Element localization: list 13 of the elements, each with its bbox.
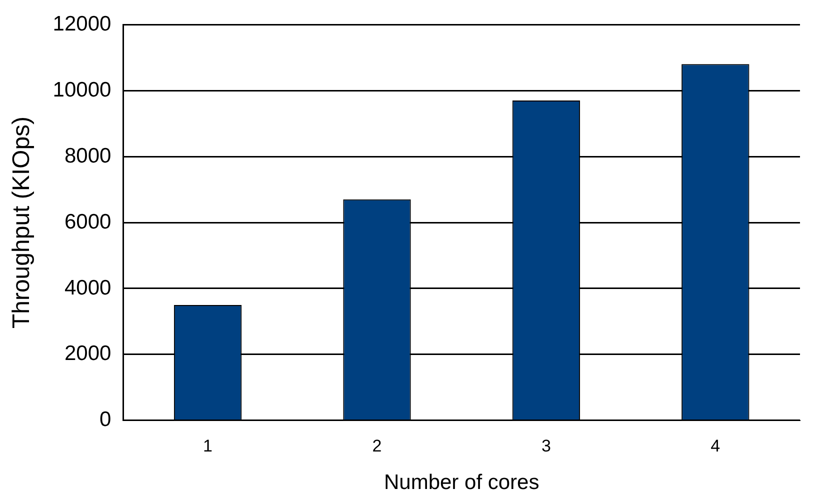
x-axis-title: Number of cores [384,471,540,494]
y-tick-label: 8000 [64,144,112,168]
y-tick-label: 2000 [64,342,112,366]
y-tick-label: 0 [100,408,112,432]
y-tick-label: 6000 [64,210,112,234]
y-axis-title: Throughput (KIOps) [8,116,36,329]
x-tick-label: 1 [203,436,213,456]
x-tick-label: 3 [541,436,551,456]
y-tick-label: 10000 [52,78,112,102]
y-tick-label: 12000 [52,12,112,36]
x-tick-label: 2 [372,436,382,456]
x-tick-label: 4 [710,436,720,456]
y-tick-label: 4000 [64,276,112,300]
